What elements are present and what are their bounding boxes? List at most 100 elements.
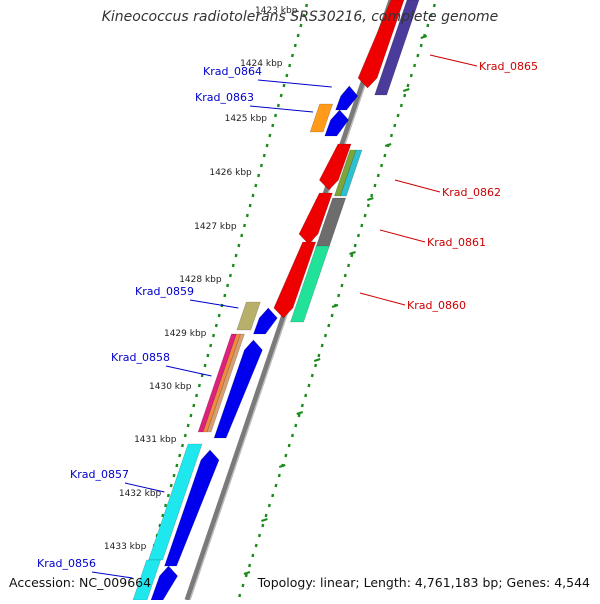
gene-label-forward[interactable]: Krad_0858 (111, 351, 170, 364)
right-guide-dot (297, 413, 301, 418)
gene-krad-0857-domain[interactable] (148, 443, 203, 561)
right-guide-dot (347, 263, 351, 268)
gene-label-forward[interactable]: Krad_0863 (195, 91, 254, 104)
gene-label-forward[interactable]: Krad_0857 (70, 468, 129, 481)
left-guide-dot (197, 383, 201, 388)
gene-label-reverse[interactable]: Krad_0862 (442, 186, 501, 199)
right-guide-dot (399, 103, 403, 108)
gene-krad-0856-arrow[interactable] (150, 565, 178, 601)
left-guide-dot (254, 183, 258, 188)
gene-krad-0865-arrow[interactable] (357, 0, 405, 89)
right-guide-dot (277, 473, 281, 478)
gene-krad-0863-domain[interactable] (309, 103, 334, 133)
label-leader-line (257, 79, 332, 88)
right-guide-dot (419, 43, 423, 48)
right-guide-dot (366, 203, 370, 208)
gene-krad-0864-arrow[interactable] (335, 85, 359, 111)
gene-krad-0857-arrow[interactable] (164, 449, 220, 567)
gene-label-forward[interactable]: Krad_0856 (37, 557, 96, 570)
left-guide-dot (243, 223, 247, 228)
tick-mark (331, 304, 339, 308)
left-guide-dot (257, 173, 261, 178)
label-leader-line (429, 54, 478, 67)
tick-label: 1430 kbp (149, 382, 192, 392)
tick-label: 1424 kbp (240, 59, 283, 69)
right-guide-dot (287, 443, 291, 448)
right-guide-dot (390, 133, 393, 138)
left-guide-dot (164, 503, 168, 508)
label-leader-line (394, 179, 441, 193)
gene-krad-0862-arrow[interactable] (319, 143, 352, 191)
left-guide-dot (279, 93, 283, 98)
map-title: Kineococcus radiotolerans SRS30216, comp… (101, 9, 499, 25)
left-guide-dot (271, 123, 275, 128)
right-guide-dot (317, 353, 321, 358)
gene-krad-0860-domain[interactable] (290, 245, 330, 323)
right-guide-dot (238, 593, 242, 598)
right-guide-dot (248, 563, 252, 568)
right-guide-dot (343, 273, 347, 278)
label-leader-line (91, 571, 133, 579)
right-guide-dot (294, 423, 298, 428)
right-guide-dot (396, 113, 400, 118)
gene-krad-0861-domain[interactable] (315, 197, 347, 249)
gene-label-reverse[interactable]: Krad_0860 (407, 299, 466, 312)
tick-label: 1423 kbp (255, 6, 298, 16)
left-guide-dot (265, 143, 269, 148)
right-guide-dot (258, 533, 261, 538)
label-leader-line (165, 365, 212, 377)
right-guide-dot (304, 393, 308, 398)
gene-krad-0858-arrow[interactable] (213, 339, 263, 439)
right-guide-dot (416, 53, 420, 58)
left-guide-dot (251, 193, 255, 198)
tick-label: 1428 kbp (179, 275, 222, 285)
left-guide-dot (183, 433, 187, 438)
gene-krad-0858-domain-c[interactable] (206, 333, 245, 433)
tick-label: 1433 kbp (104, 542, 147, 552)
right-guide-dot (340, 283, 344, 288)
gene-krad-0859-arrow[interactable] (253, 307, 278, 335)
left-guide-dot (178, 453, 182, 458)
tick-mark (313, 358, 321, 362)
right-guide-dot (353, 243, 357, 248)
tick-mark (367, 197, 374, 201)
right-guide-dot (291, 433, 294, 438)
gene-krad-0863-arrow[interactable] (324, 109, 349, 137)
right-guide-dot (271, 493, 275, 498)
left-guide-dot (305, 3, 309, 8)
right-guide-dot (310, 373, 314, 378)
left-guide-dot (206, 353, 210, 358)
right-guide-dot (357, 233, 360, 238)
tick-mark (261, 518, 268, 522)
left-guide-dot (217, 313, 221, 318)
left-guide-dot (172, 473, 176, 478)
gene-krad-0865-domain[interactable] (374, 0, 420, 96)
right-guide-dot (284, 453, 288, 458)
left-guide-dot (248, 203, 252, 208)
left-guide-dot (158, 523, 162, 528)
left-guide-dot (285, 73, 289, 78)
right-guide-dot (406, 83, 410, 88)
gene-krad-0861-arrow[interactable] (298, 192, 333, 245)
tick-label: 1427 kbp (194, 222, 237, 232)
left-guide-dot (282, 83, 286, 88)
left-guide-dot (228, 273, 232, 278)
summary-label: Topology: linear; Length: 4,761,183 bp; … (257, 575, 590, 590)
gene-label-reverse[interactable]: Krad_0861 (427, 236, 486, 249)
gene-label-forward[interactable]: Krad_0859 (135, 285, 194, 298)
left-guide-dot (259, 163, 263, 168)
gene-krad-0859-domain[interactable] (236, 301, 261, 331)
left-guide-dot (166, 493, 170, 498)
right-guide-dot (409, 73, 413, 78)
right-guide-dot (251, 553, 255, 558)
tick-label: 1426 kbp (209, 168, 252, 178)
left-guide-dot (296, 33, 300, 38)
gene-krad-0860-arrow[interactable] (273, 241, 317, 319)
right-guide-dot (314, 363, 318, 368)
tick-mark (243, 571, 251, 575)
right-guide-dot (241, 583, 245, 588)
gene-label-reverse[interactable]: Krad_0865 (479, 60, 538, 73)
gene-krad-0862-domain-2[interactable] (339, 149, 363, 197)
gene-label-forward[interactable]: Krad_0864 (203, 65, 262, 78)
